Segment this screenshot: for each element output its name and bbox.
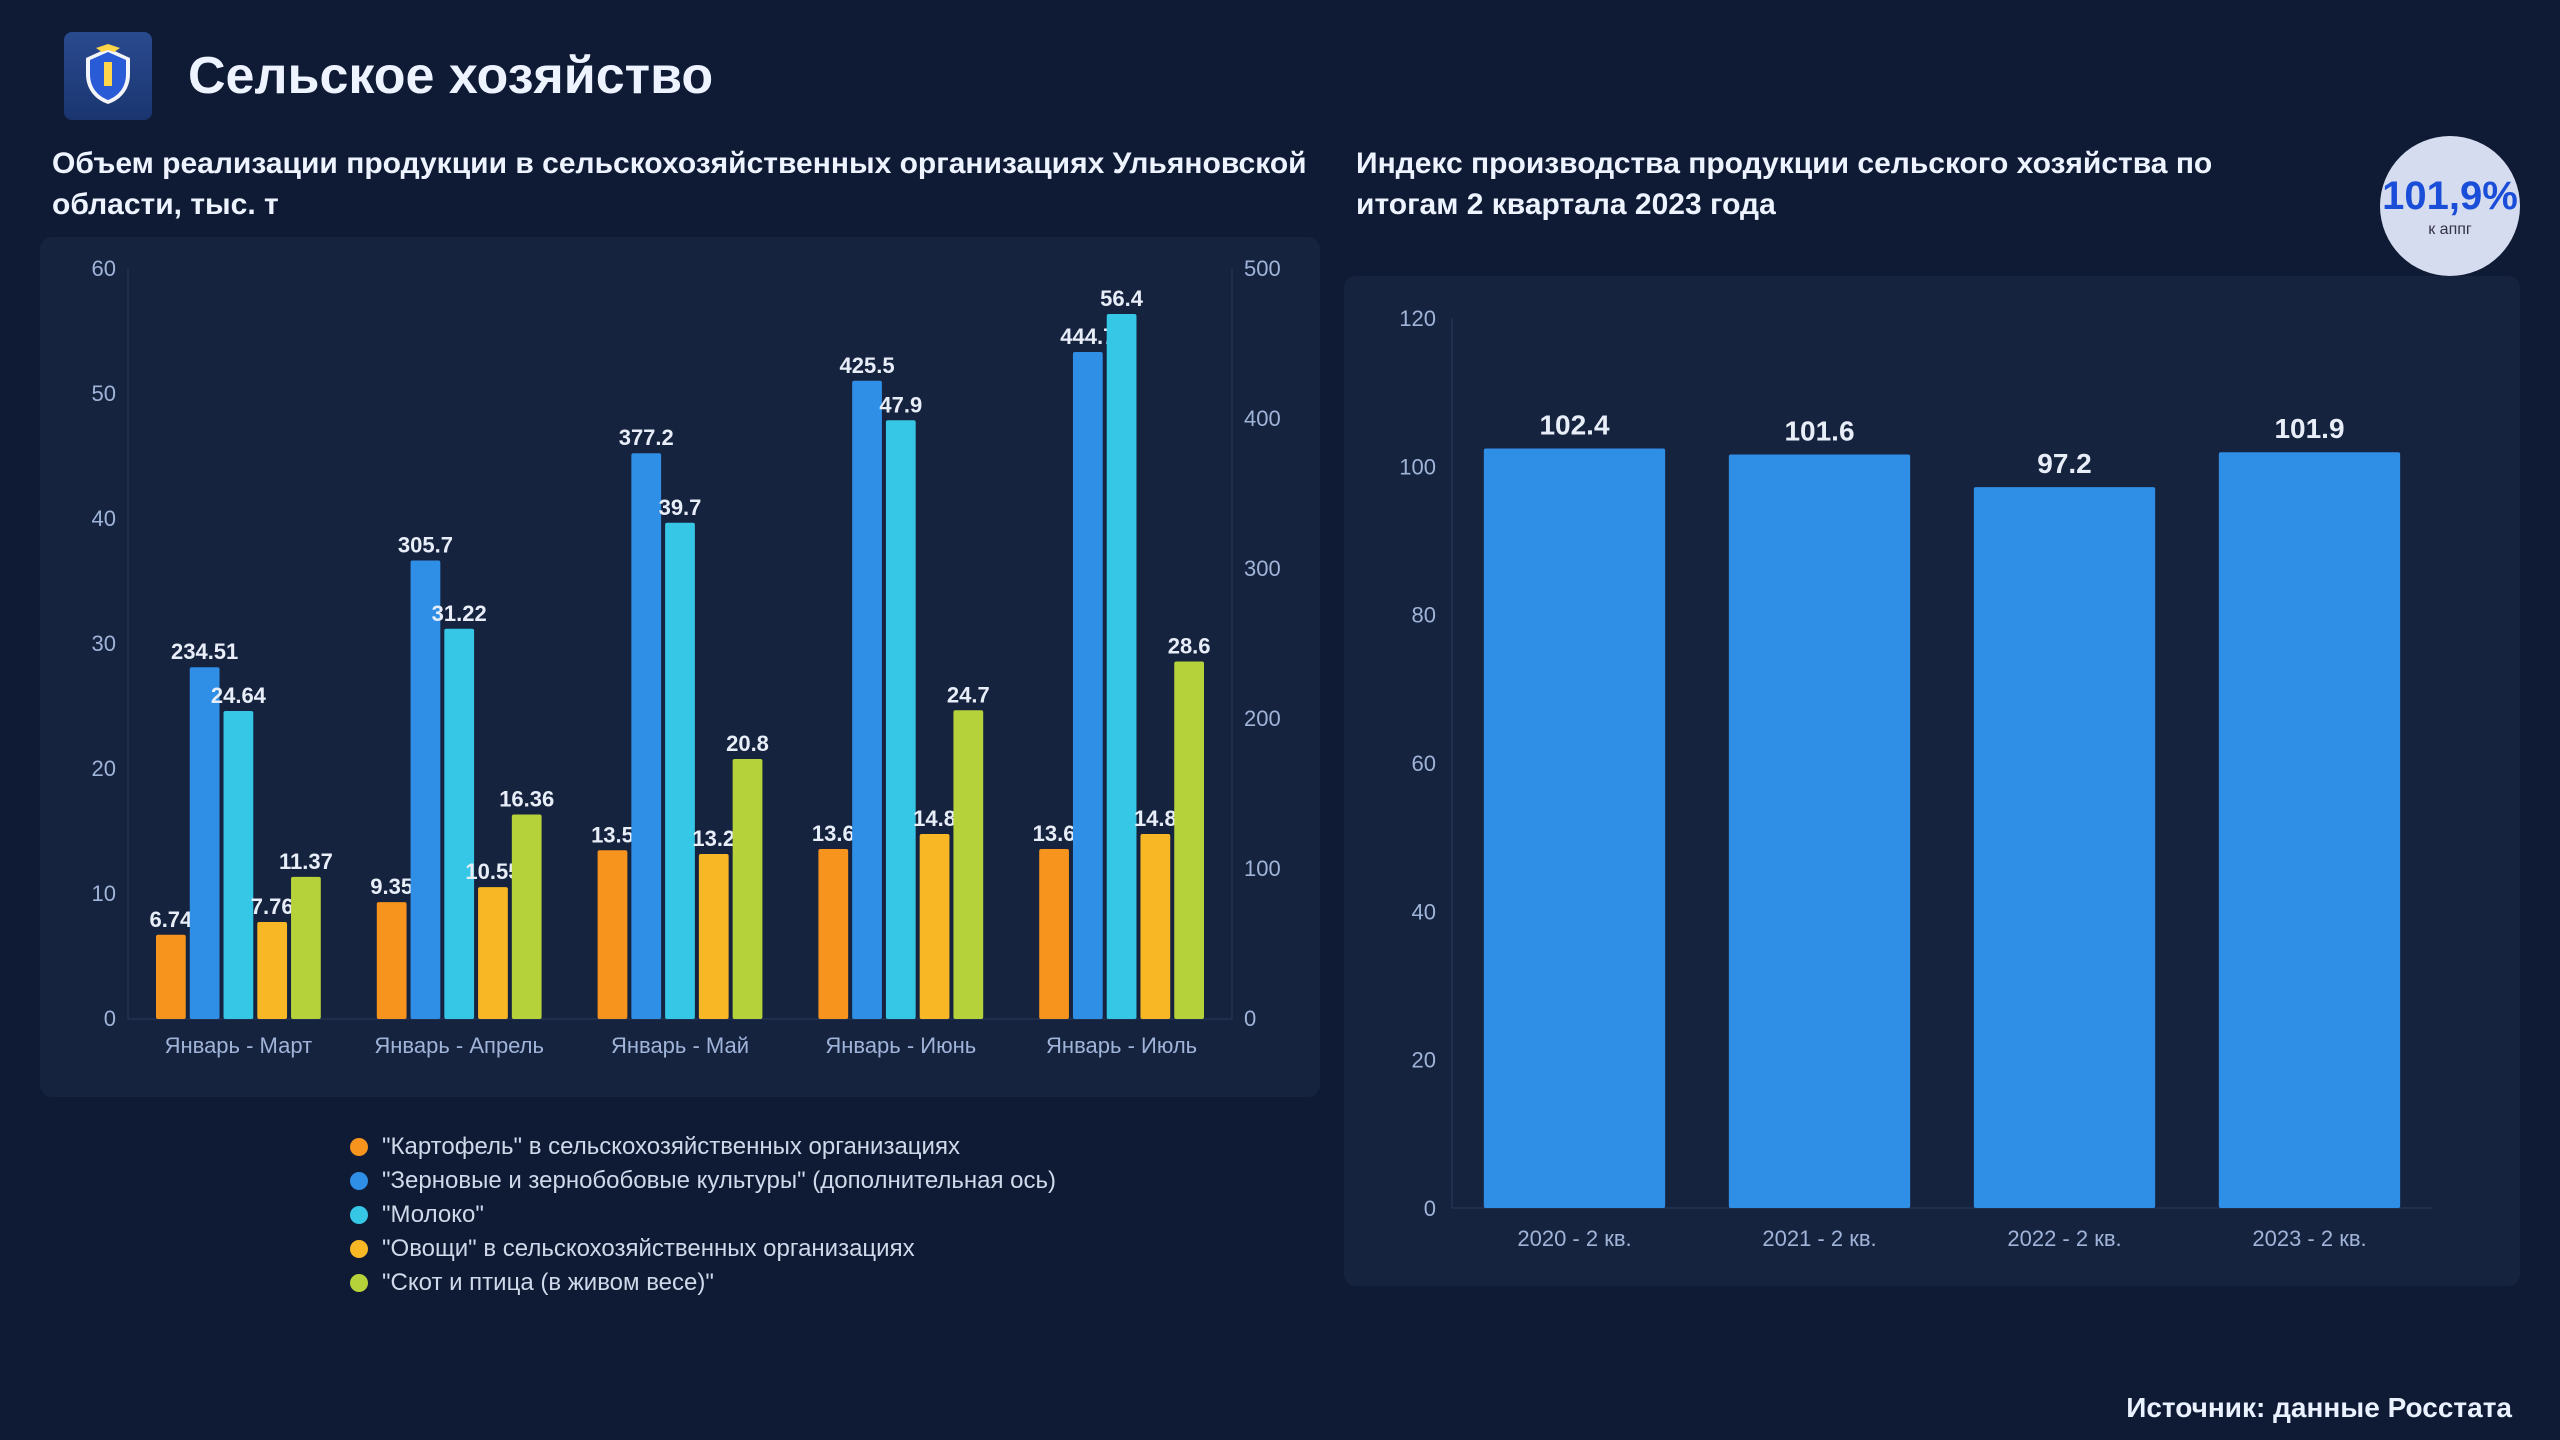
legend-label: "Молоко" [382,1201,484,1229]
legend-label: "Зерновые и зернобобовые культуры" (допо… [382,1167,1056,1195]
svg-text:20: 20 [1412,1048,1436,1073]
svg-text:Январь - Март: Январь - Март [165,1033,313,1058]
svg-text:56.4: 56.4 [1100,286,1144,311]
left-chart: 0 10 20 30 40 50 60 0 100 200 300 400 500 6.74 234.51 2… [40,237,1320,1097]
svg-text:7.76: 7.76 [251,894,294,919]
svg-text:2021 - 2 кв.: 2021 - 2 кв. [1762,1226,1876,1251]
svg-text:0: 0 [104,1006,116,1031]
legend-item: "Скот и птица (в живом весе)" [350,1269,1320,1297]
svg-text:305.7: 305.7 [398,532,453,557]
legend-item: "Молоко" [350,1201,1320,1229]
legend-label: "Овощи" в сельскохозяйственных организац… [382,1235,915,1263]
svg-text:97.2: 97.2 [2037,448,2092,479]
coat-of-arms-icon [76,44,140,108]
right-chart-svg: 0 20 40 60 80 100 120 102.4 2020 - 2 кв. 101.6 202… [1362,288,2462,1268]
right-panel: Индекс производства продукции сельского … [1344,144,2520,1303]
svg-text:425.5: 425.5 [840,353,895,378]
left-chart-svg: 0 10 20 30 40 50 60 0 100 200 300 400 500 6.74 234.51 2… [58,249,1302,1079]
svg-text:0: 0 [1244,1006,1256,1031]
legend-swatch [350,1138,368,1156]
svg-text:100: 100 [1399,454,1436,479]
svg-text:60: 60 [92,256,116,281]
region-emblem [64,32,152,120]
svg-text:2020 - 2 кв.: 2020 - 2 кв. [1517,1226,1631,1251]
svg-text:100: 100 [1244,856,1281,881]
svg-text:101.9: 101.9 [2274,413,2344,444]
page-header: Сельское хозяйство [0,0,2560,144]
svg-text:6.74: 6.74 [149,907,193,932]
legend-item: "Картофель" в сельскохозяйственных орган… [350,1133,1320,1161]
svg-text:120: 120 [1399,306,1436,331]
svg-text:2023 - 2 кв.: 2023 - 2 кв. [2252,1226,2366,1251]
svg-text:39.7: 39.7 [659,495,702,520]
svg-text:102.4: 102.4 [1539,410,1609,441]
badge-value: 101,9% [2382,174,2518,219]
svg-text:13.2: 13.2 [692,826,735,851]
svg-text:24.7: 24.7 [947,682,990,707]
svg-text:50: 50 [92,381,116,406]
svg-text:13.5: 13.5 [591,822,634,847]
svg-text:2022 - 2 кв.: 2022 - 2 кв. [2007,1226,2121,1251]
page-title: Сельское хозяйство [188,46,713,106]
svg-text:40: 40 [1412,899,1436,924]
svg-text:31.22: 31.22 [432,601,487,626]
svg-text:Январь - Июль: Январь - Июль [1046,1033,1197,1058]
svg-text:80: 80 [1412,603,1436,628]
legend-label: "Картофель" в сельскохозяйственных орган… [382,1133,960,1161]
svg-text:60: 60 [1412,751,1436,776]
legend: "Картофель" в сельскохозяйственных орган… [40,1133,1320,1297]
svg-text:20.8: 20.8 [726,731,769,756]
svg-text:24.64: 24.64 [211,683,267,708]
svg-text:234.51: 234.51 [171,639,238,664]
svg-text:Январь - Июнь: Январь - Июнь [825,1033,976,1058]
svg-text:Январь - Май: Январь - Май [611,1033,749,1058]
svg-text:377.2: 377.2 [619,425,674,450]
right-chart-title: Индекс производства продукции сельского … [1344,144,2304,237]
legend-item: "Зерновые и зернобобовые культуры" (допо… [350,1167,1320,1195]
legend-swatch [350,1240,368,1258]
svg-text:30: 30 [92,631,116,656]
right-chart: 0 20 40 60 80 100 120 102.4 2020 - 2 кв. 101.6 202… [1344,276,2520,1286]
svg-text:13.6: 13.6 [812,821,855,846]
source-footer: Источник: данные Росстата [2126,1392,2512,1424]
svg-text:400: 400 [1244,406,1281,431]
legend-item: "Овощи" в сельскохозяйственных организац… [350,1235,1320,1263]
svg-text:13.6: 13.6 [1033,821,1076,846]
svg-text:14.8: 14.8 [1134,806,1177,831]
svg-text:500: 500 [1244,256,1281,281]
badge-sub: к аппг [2428,221,2472,239]
left-panel: Объем реализации продукции в сельскохозя… [40,144,1320,1303]
svg-text:14.8: 14.8 [913,806,956,831]
svg-text:300: 300 [1244,556,1281,581]
svg-text:9.35: 9.35 [370,874,413,899]
legend-swatch [350,1274,368,1292]
svg-text:10: 10 [92,881,116,906]
legend-swatch [350,1172,368,1190]
svg-text:200: 200 [1244,706,1281,731]
svg-text:11.37: 11.37 [279,849,333,874]
svg-text:16.36: 16.36 [499,787,554,812]
svg-text:Январь - Апрель: Январь - Апрель [374,1033,544,1058]
svg-text:47.9: 47.9 [879,392,922,417]
legend-swatch [350,1206,368,1224]
svg-text:40: 40 [92,506,116,531]
svg-text:20: 20 [92,756,116,781]
index-badge: 101,9% к аппг [2380,136,2520,276]
svg-text:101.6: 101.6 [1784,415,1854,446]
left-chart-title: Объем реализации продукции в сельскохозя… [40,144,1320,237]
svg-text:28.6: 28.6 [1168,634,1211,659]
legend-label: "Скот и птица (в живом весе)" [382,1269,714,1297]
svg-text:0: 0 [1424,1196,1436,1221]
